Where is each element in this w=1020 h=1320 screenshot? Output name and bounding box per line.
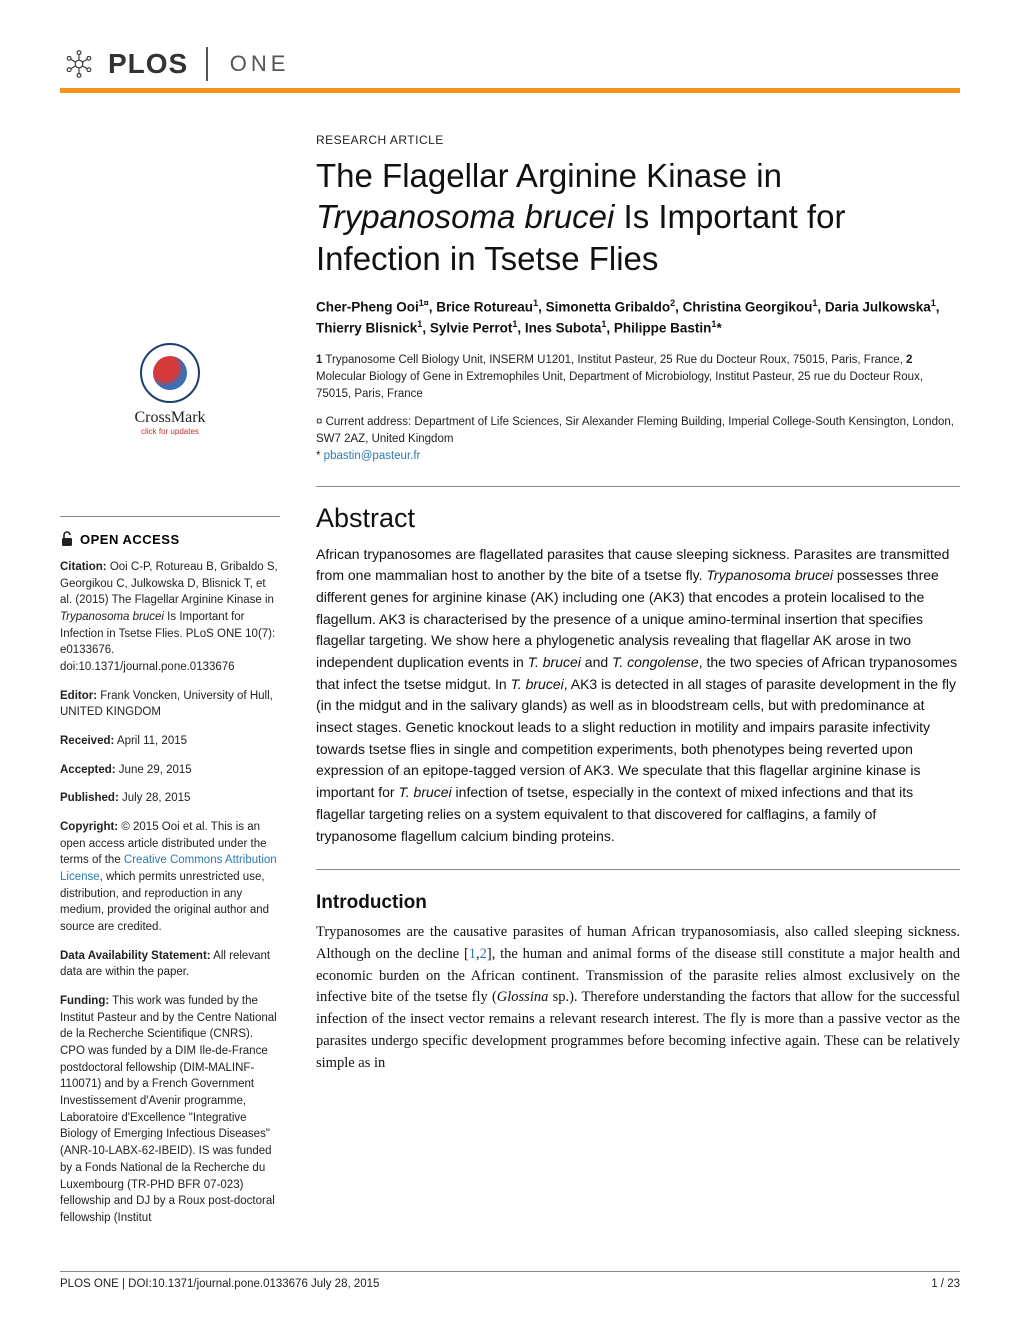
crossmark-sublabel: click for updates	[60, 427, 280, 436]
accepted-block: Accepted: June 29, 2015	[60, 762, 280, 779]
plos-wordmark: PLOS	[108, 48, 188, 80]
rule-above-abstract	[316, 486, 960, 487]
crossmark-icon	[140, 343, 200, 403]
open-lock-icon	[60, 531, 74, 547]
data-availability-label: Data Availability Statement:	[60, 950, 211, 962]
corresponding-email[interactable]: * pbastin@pasteur.fr	[316, 450, 960, 462]
copyright-block: Copyright: © 2015 Ooi et al. This is an …	[60, 819, 280, 936]
footer-right: 1 / 23	[931, 1278, 960, 1290]
citation-label: Citation:	[60, 561, 107, 573]
published-block: Published: July 28, 2015	[60, 790, 280, 807]
open-access-badge: OPEN ACCESS	[60, 531, 280, 547]
received-label: Received:	[60, 735, 114, 747]
crossmark-label: CrossMark	[60, 409, 280, 427]
intro-heading: Introduction	[316, 892, 960, 914]
abstract-body: African trypanosomes are flagellated par…	[316, 544, 960, 848]
article-type: RESEARCH ARTICLE	[316, 133, 960, 147]
abstract-heading: Abstract	[316, 503, 960, 534]
rule-below-abstract	[316, 869, 960, 870]
plos-logo: PLOS ONE	[60, 45, 289, 83]
plos-mark-icon	[60, 45, 98, 83]
article-main: RESEARCH ARTICLE The Flagellar Arginine …	[316, 133, 960, 1239]
data-availability-block: Data Availability Statement: All relevan…	[60, 948, 280, 981]
published-label: Published:	[60, 792, 119, 804]
brand-divider	[206, 47, 208, 81]
sidebar-rule	[60, 516, 280, 517]
footer-left: PLOS ONE | DOI:10.1371/journal.pone.0133…	[60, 1278, 379, 1290]
editor-block: Editor: Frank Voncken, University of Hul…	[60, 688, 280, 721]
page-footer: PLOS ONE | DOI:10.1371/journal.pone.0133…	[60, 1271, 960, 1290]
accepted-label: Accepted:	[60, 764, 116, 776]
editor-label: Editor:	[60, 690, 97, 702]
intro-body: Trypanosomes are the causative parasites…	[316, 922, 960, 1074]
sidebar: CrossMark click for updates OPEN ACCESS …	[60, 133, 280, 1239]
open-access-label: OPEN ACCESS	[80, 532, 180, 547]
author-list: Cher-Pheng Ooi1¤, Brice Rotureau1, Simon…	[316, 297, 960, 339]
affiliations: 1 Trypanosome Cell Biology Unit, INSERM …	[316, 352, 960, 402]
copyright-label: Copyright:	[60, 821, 118, 833]
funding-block: Funding: This work was funded by the Ins…	[60, 993, 280, 1226]
crossmark-widget[interactable]: CrossMark click for updates	[60, 343, 280, 436]
received-block: Received: April 11, 2015	[60, 733, 280, 750]
citation-block: Citation: Ooi C-P, Rotureau B, Gribaldo …	[60, 559, 280, 676]
plos-one-wordmark: ONE	[230, 51, 290, 77]
article-title: The Flagellar Arginine Kinase in Trypano…	[316, 155, 960, 279]
journal-header: PLOS ONE	[60, 40, 960, 93]
current-address: ¤ Current address: Department of Life Sc…	[316, 414, 960, 447]
funding-label: Funding:	[60, 995, 109, 1007]
